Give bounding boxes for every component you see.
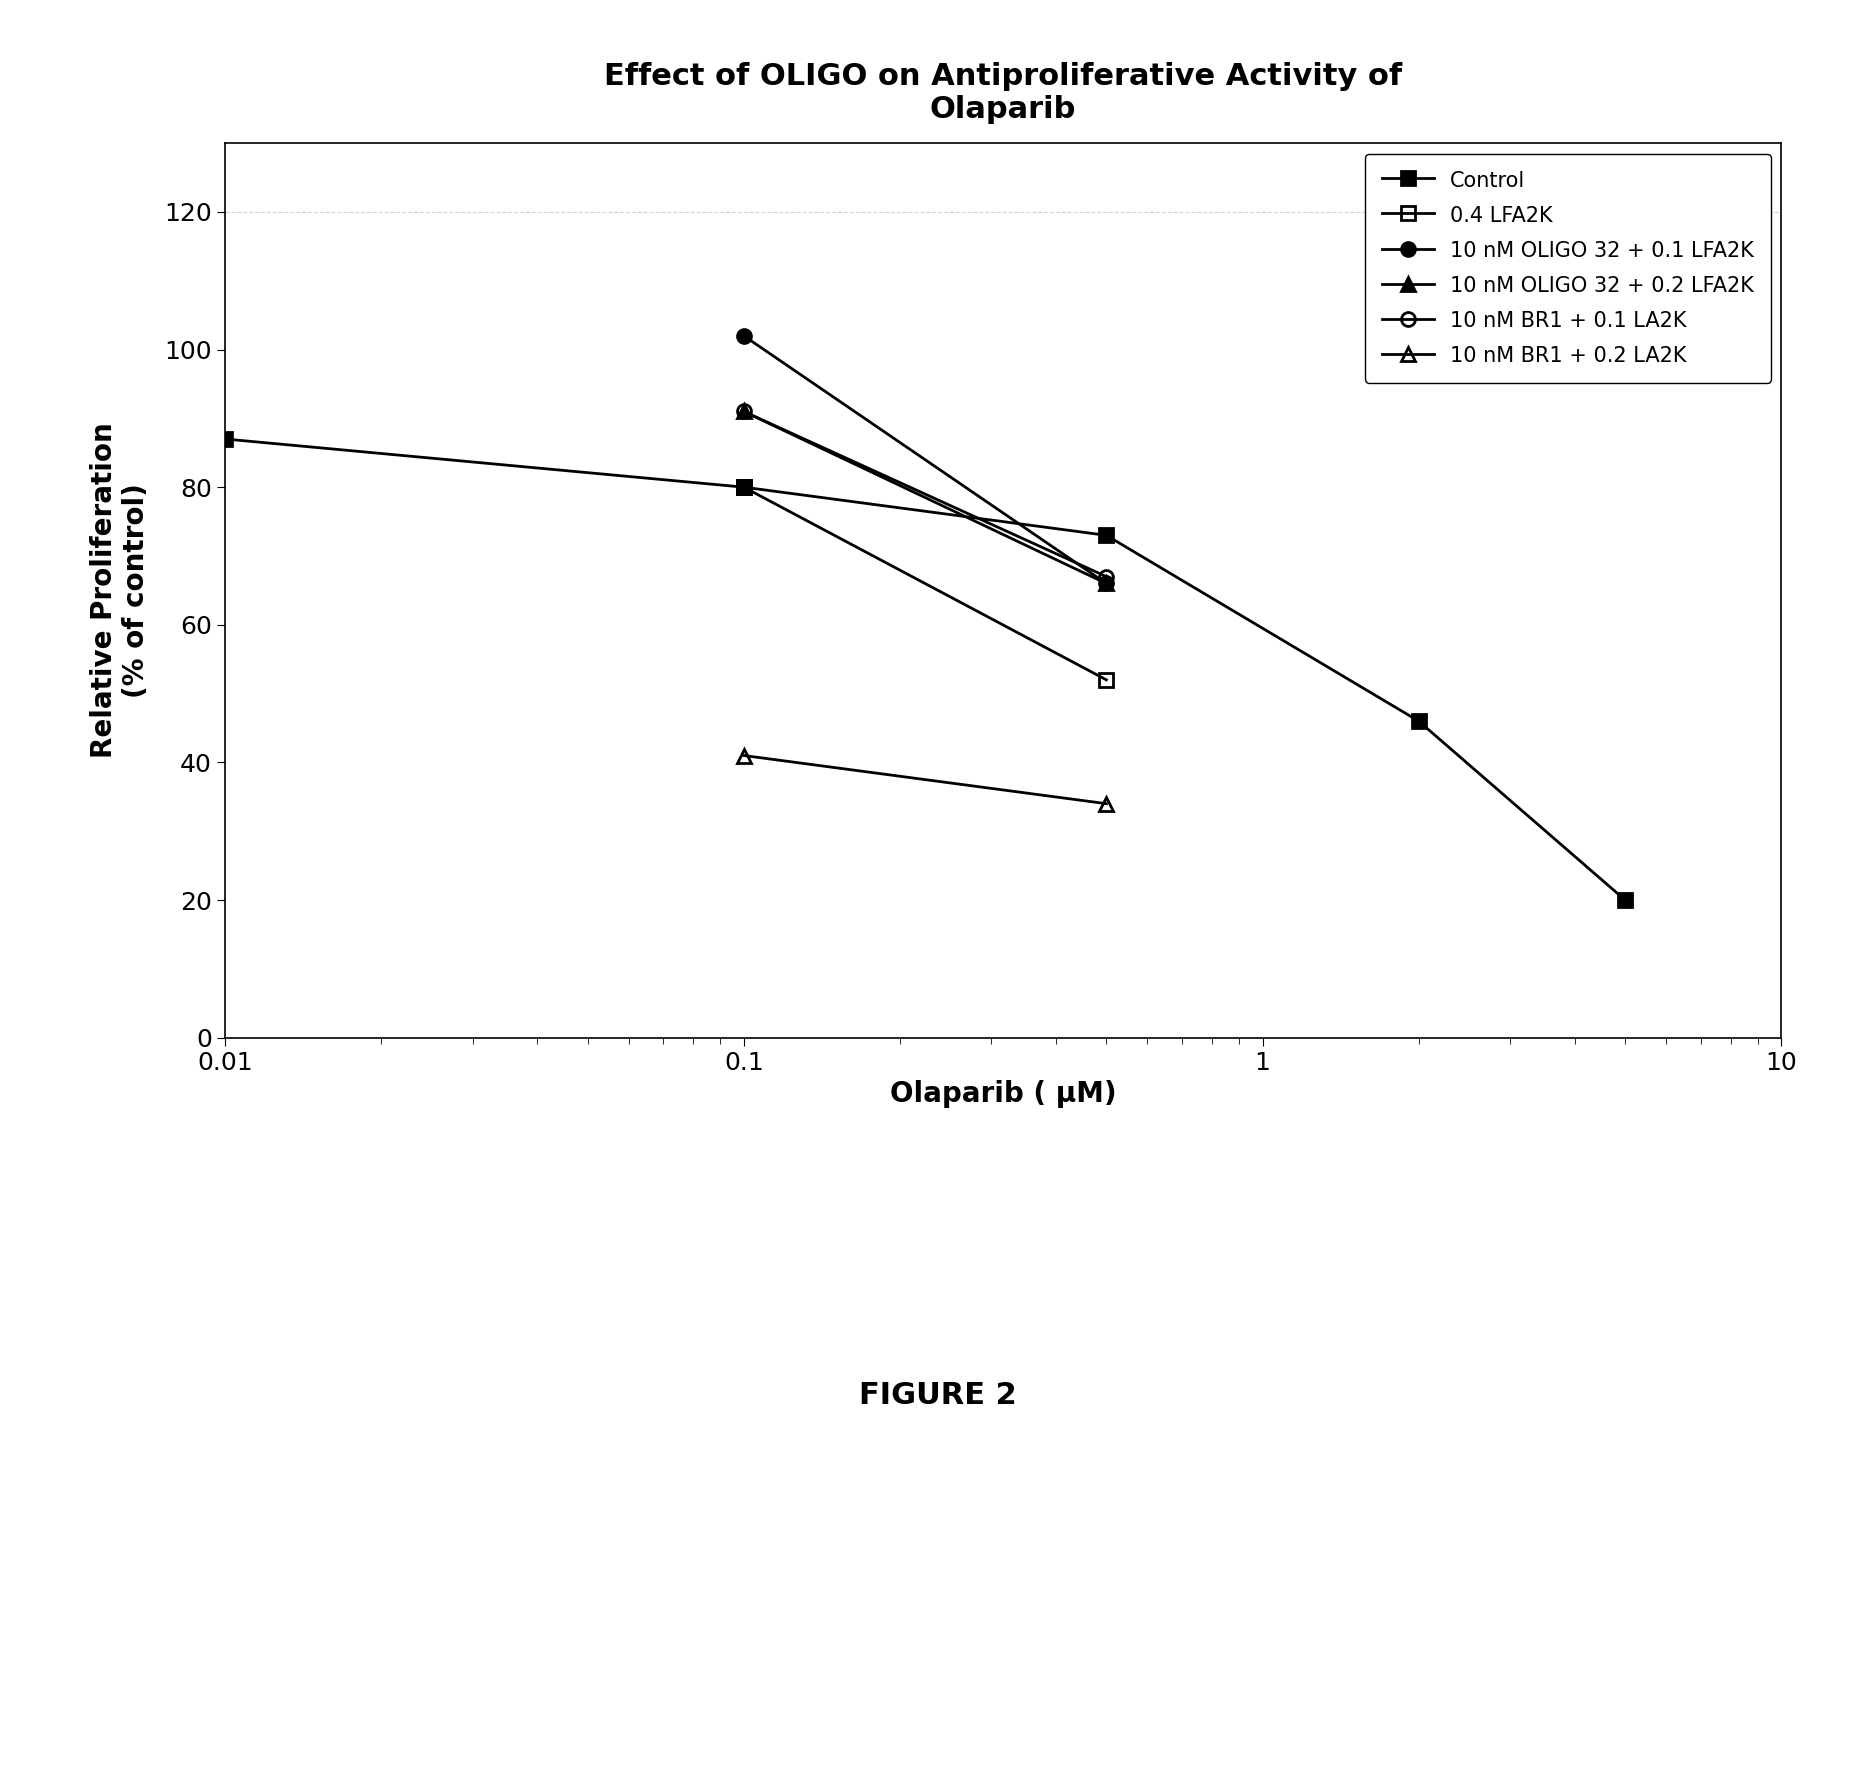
Control (1408, 710, 1431, 732)
Title: Effect of OLIGO on Antiproliferative Activity of
Olaparib: Effect of OLIGO on Antiproliferative Act… (604, 61, 1402, 123)
0.4 LFA2K (1095, 669, 1118, 691)
Y-axis label: Relative Proliferation
(% of control): Relative Proliferation (% of control) (90, 422, 150, 759)
10 nM BR1 + 0.2 LA2K (733, 744, 756, 766)
X-axis label: Olaparib ( μM): Olaparib ( μM) (891, 1081, 1116, 1109)
10 nM BR1 + 0.1 LA2K (1095, 565, 1118, 587)
10 nM BR1 + 0.2 LA2K (1095, 793, 1118, 814)
Line: 0.4 LFA2K: 0.4 LFA2K (737, 479, 1114, 687)
Line: 10 nM OLIGO 32 + 0.2 LFA2K: 10 nM OLIGO 32 + 0.2 LFA2K (737, 404, 1114, 590)
10 nM OLIGO 32 + 0.2 LFA2K (733, 401, 756, 422)
Control (1614, 889, 1637, 911)
Line: 10 nM BR1 + 0.1 LA2K: 10 nM BR1 + 0.1 LA2K (737, 404, 1114, 583)
10 nM OLIGO 32 + 0.2 LFA2K (1095, 572, 1118, 594)
Control (733, 476, 756, 497)
10 nM BR1 + 0.1 LA2K (733, 401, 756, 422)
Line: 10 nM OLIGO 32 + 0.1 LFA2K: 10 nM OLIGO 32 + 0.1 LFA2K (737, 329, 1114, 590)
Line: 10 nM BR1 + 0.2 LA2K: 10 nM BR1 + 0.2 LA2K (737, 748, 1114, 810)
10 nM OLIGO 32 + 0.1 LFA2K (1095, 572, 1118, 594)
Line: Control: Control (218, 433, 1631, 907)
0.4 LFA2K (733, 476, 756, 497)
Text: FIGURE 2: FIGURE 2 (859, 1381, 1016, 1410)
Control (214, 428, 236, 449)
Legend: Control, 0.4 LFA2K, 10 nM OLIGO 32 + 0.1 LFA2K, 10 nM OLIGO 32 + 0.2 LFA2K, 10 n: Control, 0.4 LFA2K, 10 nM OLIGO 32 + 0.1… (1365, 154, 1770, 383)
10 nM OLIGO 32 + 0.1 LFA2K (733, 326, 756, 347)
Control (1095, 524, 1118, 546)
